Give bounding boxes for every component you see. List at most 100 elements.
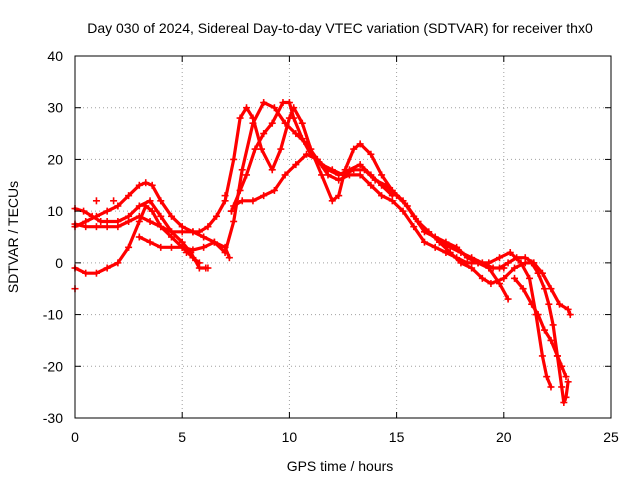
data-point bbox=[260, 192, 268, 200]
x-tick-label: 5 bbox=[178, 429, 186, 445]
grid-layer bbox=[75, 56, 611, 418]
data-point bbox=[213, 212, 221, 220]
data-point bbox=[195, 259, 203, 267]
data-point bbox=[526, 274, 534, 282]
data-point bbox=[511, 274, 519, 282]
data-point bbox=[189, 246, 197, 254]
data-point bbox=[258, 145, 266, 153]
data-point bbox=[367, 150, 375, 158]
series-line bbox=[497, 256, 572, 317]
data-point bbox=[367, 181, 375, 189]
data-point bbox=[238, 197, 246, 205]
data-point bbox=[504, 259, 512, 267]
data-point bbox=[324, 166, 332, 174]
data-point bbox=[457, 259, 465, 267]
data-point bbox=[356, 140, 364, 148]
data-point bbox=[268, 166, 276, 174]
data-point bbox=[114, 259, 122, 267]
series-track-1 bbox=[71, 99, 512, 303]
x-axis-label: GPS time / hours bbox=[287, 458, 394, 474]
data-point bbox=[378, 181, 386, 189]
data-point bbox=[270, 186, 278, 194]
data-point bbox=[553, 352, 561, 360]
x-tick-label: 0 bbox=[71, 429, 79, 445]
data-point bbox=[189, 228, 197, 236]
data-point bbox=[378, 171, 386, 179]
data-point bbox=[249, 197, 257, 205]
data-point bbox=[114, 202, 122, 210]
x-tick-label: 15 bbox=[389, 429, 405, 445]
data-point bbox=[534, 311, 542, 319]
data-point bbox=[243, 171, 251, 179]
data-point bbox=[182, 249, 190, 257]
data-point bbox=[204, 264, 212, 272]
series-track-10 bbox=[511, 274, 570, 381]
y-tick-label: -20 bbox=[43, 358, 63, 374]
data-point bbox=[236, 186, 244, 194]
ticks-layer: 0 5 10 15 20 25 -30 -20 -10 0 10 20 30 40 bbox=[43, 48, 619, 445]
series-track-9 bbox=[496, 254, 574, 319]
data-point bbox=[157, 197, 165, 205]
data-point bbox=[251, 145, 259, 153]
data-point bbox=[521, 254, 529, 262]
data-point bbox=[489, 264, 497, 272]
data-point bbox=[335, 171, 343, 179]
data-point bbox=[410, 223, 418, 231]
data-point bbox=[92, 223, 100, 231]
data-point bbox=[110, 197, 118, 205]
data-point bbox=[431, 243, 439, 251]
data-point bbox=[103, 264, 111, 272]
series-track-7 bbox=[230, 150, 396, 210]
data-point bbox=[425, 228, 433, 236]
data-point bbox=[298, 135, 306, 143]
data-point bbox=[547, 336, 555, 344]
data-point bbox=[560, 398, 568, 406]
x-tick-label: 25 bbox=[603, 429, 619, 445]
data-point bbox=[303, 150, 311, 158]
y-tick-label: -30 bbox=[43, 410, 63, 426]
data-point bbox=[167, 233, 175, 241]
data-point bbox=[82, 223, 90, 231]
data-point bbox=[260, 130, 268, 138]
data-point bbox=[230, 155, 238, 163]
data-point bbox=[146, 238, 154, 246]
data-point bbox=[562, 373, 570, 381]
data-point bbox=[238, 166, 246, 174]
data-point bbox=[543, 373, 551, 381]
data-point bbox=[356, 171, 364, 179]
data-point bbox=[558, 362, 566, 370]
data-point bbox=[200, 233, 208, 241]
x-tick-label: 20 bbox=[496, 429, 512, 445]
data-point bbox=[506, 249, 514, 257]
data-point bbox=[157, 212, 165, 220]
data-point bbox=[230, 202, 238, 210]
y-tick-label: 30 bbox=[47, 100, 63, 116]
data-point bbox=[80, 207, 88, 215]
y-axis-label: SDTVAR / TECUs bbox=[5, 181, 21, 293]
data-point bbox=[388, 192, 396, 200]
data-point bbox=[558, 383, 566, 391]
data-point bbox=[547, 285, 555, 293]
data-point bbox=[221, 243, 229, 251]
data-point bbox=[541, 326, 549, 334]
data-point bbox=[195, 228, 203, 236]
data-point bbox=[135, 233, 143, 241]
data-point bbox=[167, 212, 175, 220]
data-point bbox=[92, 269, 100, 277]
data-point bbox=[103, 207, 111, 215]
data-point bbox=[478, 274, 486, 282]
data-point bbox=[204, 223, 212, 231]
data-point bbox=[414, 217, 422, 225]
data-point bbox=[350, 145, 358, 153]
data-point bbox=[496, 264, 504, 272]
y-tick-label: 40 bbox=[47, 48, 63, 64]
data-point bbox=[92, 197, 100, 205]
data-point bbox=[313, 155, 321, 163]
data-point bbox=[457, 249, 465, 257]
data-point bbox=[243, 104, 251, 112]
data-point bbox=[562, 393, 570, 401]
data-point bbox=[530, 259, 538, 267]
data-point bbox=[103, 223, 111, 231]
